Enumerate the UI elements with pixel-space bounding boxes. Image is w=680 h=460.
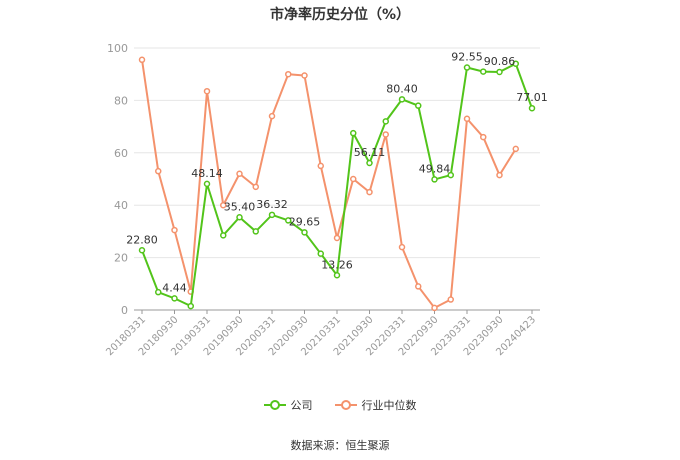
data-point xyxy=(496,68,503,76)
data-point xyxy=(512,145,519,153)
data-label: 48.14 xyxy=(191,167,223,180)
data-point xyxy=(317,250,324,257)
data-point xyxy=(138,247,146,254)
data-label: 36.32 xyxy=(256,198,288,211)
axes: 0204060801002018033120180930201903312019… xyxy=(104,42,540,358)
data-point xyxy=(203,180,211,188)
data-point xyxy=(398,96,406,103)
data-label: 56.11 xyxy=(354,146,386,159)
data-point xyxy=(155,288,162,296)
data-label: 92.55 xyxy=(451,51,483,64)
data-point xyxy=(203,87,211,95)
data-point xyxy=(528,104,536,112)
data-label: 4.44 xyxy=(162,281,187,294)
data-label: 90.86 xyxy=(484,55,516,68)
data-point xyxy=(512,60,519,67)
data-label: 29.65 xyxy=(289,215,321,228)
legend-label: 公司 xyxy=(290,399,313,412)
data-point xyxy=(415,283,422,290)
data-point xyxy=(268,211,276,219)
data-point xyxy=(382,118,389,125)
data-point xyxy=(333,234,341,242)
data-point xyxy=(480,133,487,141)
data-point xyxy=(366,188,373,196)
y-tick-label: 100 xyxy=(107,42,128,55)
data-point xyxy=(301,72,308,79)
data-point xyxy=(366,159,373,167)
data-point xyxy=(301,229,308,236)
series-lines xyxy=(138,56,536,312)
legend-marker-icon xyxy=(263,400,286,410)
data-point xyxy=(431,176,438,183)
series-line xyxy=(141,59,517,310)
data-label: 77.01 xyxy=(516,91,548,104)
data-point xyxy=(496,171,503,179)
data-point xyxy=(220,232,227,239)
y-tick-label: 20 xyxy=(114,252,128,265)
data-point xyxy=(171,226,178,234)
data-point xyxy=(236,214,243,221)
data-point xyxy=(350,129,357,137)
y-tick-label: 80 xyxy=(114,94,128,107)
data-point xyxy=(350,175,357,183)
data-point xyxy=(138,56,146,64)
data-point xyxy=(463,115,471,122)
data-point xyxy=(382,131,389,138)
data-point xyxy=(252,228,259,235)
data-point xyxy=(398,243,406,251)
legend: 公司 行业中位数 xyxy=(0,397,680,413)
data-point xyxy=(236,170,243,178)
data-point xyxy=(463,64,471,71)
data-point xyxy=(252,183,259,191)
data-point xyxy=(480,68,487,75)
y-tick-label: 60 xyxy=(114,147,128,160)
data-point xyxy=(415,102,422,109)
y-tick-label: 40 xyxy=(114,199,128,212)
gridlines xyxy=(134,47,540,259)
data-label: 13.26 xyxy=(321,258,353,271)
data-point xyxy=(447,296,454,303)
data-point xyxy=(220,201,227,209)
line-chart: 0204060801002018033120180930201903312019… xyxy=(104,42,548,358)
data-point xyxy=(268,112,276,120)
data-point xyxy=(285,70,292,78)
legend-label: 行业中位数 xyxy=(361,399,417,412)
data-point xyxy=(431,304,438,312)
data-label: 35.40 xyxy=(224,200,256,213)
legend-item-company[interactable]: 公司 xyxy=(263,397,313,413)
legend-marker-icon xyxy=(334,400,357,410)
source-note: 数据来源：恒生聚源 xyxy=(290,439,390,452)
chart-title: 市净率历史分位（%） xyxy=(269,7,411,23)
data-point xyxy=(447,171,454,179)
data-label: 80.40 xyxy=(386,82,418,95)
data-point xyxy=(333,272,341,279)
y-tick-label: 0 xyxy=(121,304,128,317)
data-label: 22.80 xyxy=(126,233,158,246)
data-point xyxy=(171,295,178,302)
data-point xyxy=(285,217,292,224)
data-label: 49.84 xyxy=(419,162,451,175)
data-point xyxy=(317,162,324,170)
data-point xyxy=(187,302,194,310)
data-point xyxy=(155,167,162,175)
legend-item-industry-median[interactable]: 行业中位数 xyxy=(334,397,417,413)
